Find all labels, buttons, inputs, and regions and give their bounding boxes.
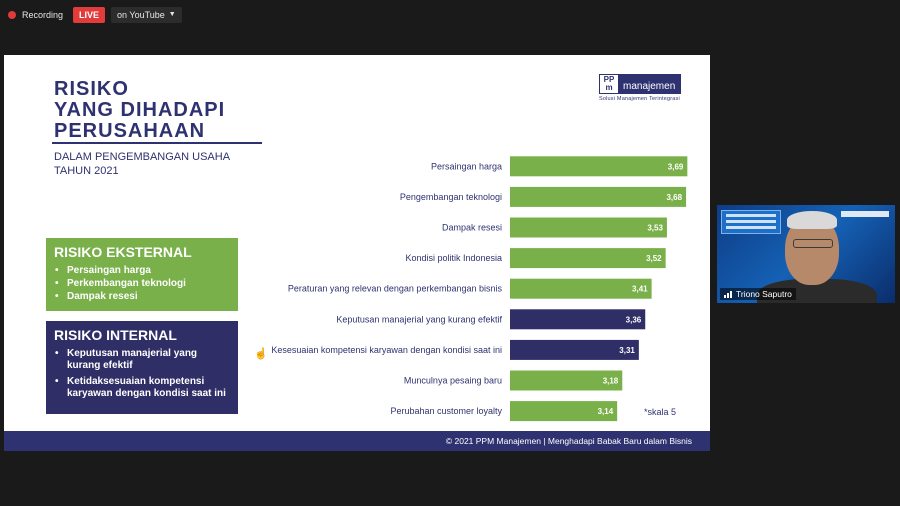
category-label: Dampak resesi (442, 223, 502, 233)
category-label: Keputusan manajerial yang kurang efektif (336, 314, 502, 324)
category-label: Kondisi politik Indonesia (405, 253, 502, 263)
webcam-tile[interactable]: Triono Saputro (717, 205, 895, 303)
external-risk-box: RISIKO EKSTERNAL Persaingan harga Perkem… (46, 238, 238, 311)
participant-glasses (793, 239, 833, 248)
value-label: 3,41 (632, 285, 648, 294)
value-label: 3,31 (619, 346, 635, 355)
category-label: Munculnya pesaing baru (404, 376, 502, 386)
live-badge[interactable]: LIVE (73, 6, 106, 23)
list-item: Ketidaksesuaian kompetensi karyawan deng… (54, 376, 230, 400)
list-item: Perkembangan teknologi (54, 278, 230, 290)
participant-name: Triono Saputro (736, 289, 792, 299)
category-label: Perubahan customer loyalty (390, 406, 502, 416)
list-item: Keputusan manajerial yang kurang efektif (54, 348, 230, 372)
title-line: PERUSAHAAN (54, 120, 206, 142)
scale-note: *skala 5 (644, 407, 677, 417)
bar (510, 401, 618, 422)
category-label: Persaingan harga (431, 161, 502, 171)
value-label: 3,52 (646, 254, 662, 263)
bar (510, 217, 667, 238)
recording-bar: Recording LIVE on YouTube ▼ (8, 5, 182, 24)
risk-bar-chart: Persaingan harga 3,69 Pengembangan teknolo… (271, 156, 688, 422)
logo-name: manajemen (619, 74, 681, 94)
value-label: 3,36 (626, 315, 642, 324)
subtitle-line: DALAM PENGEMBANGAN USAHA (54, 151, 231, 163)
title-divider (52, 142, 262, 144)
internal-risk-heading: RISIKO INTERNAL (54, 327, 177, 343)
caret-down-icon: ▼ (168, 11, 176, 18)
value-label: 3,53 (647, 224, 663, 233)
logo-mark: PP m (599, 74, 619, 94)
subtitle-line: TAHUN 2021 (54, 165, 119, 177)
value-label: 3,18 (603, 377, 619, 386)
slide-subtitle: DALAM PENGEMBANGAN USAHA TAHUN 2021 (54, 150, 230, 178)
bar (510, 156, 688, 177)
recording-label: Recording (22, 9, 64, 20)
value-label: 3,69 (668, 162, 684, 171)
bar (510, 339, 639, 360)
bar (510, 248, 666, 269)
ppm-logo: PP m manajemen Solusi Manajemen Terinteg… (599, 74, 681, 102)
bar (510, 370, 623, 391)
category-label: Pengembangan teknologi (400, 192, 502, 202)
title-line: YANG DIHADAPI (54, 99, 226, 121)
hand-cursor-icon: ☝ (254, 348, 268, 360)
slide-title: RISIKO YANG DIHADAPI PERUSAHAAN (54, 79, 264, 142)
shared-slide: RISIKO YANG DIHADAPI PERUSAHAAN DALAM PE… (4, 55, 710, 451)
list-item: Dampak resesi (54, 291, 230, 303)
value-label: 3,68 (666, 193, 682, 202)
external-risk-heading: RISIKO EKSTERNAL (54, 244, 192, 260)
slide-footer: © 2021 PPM Manajemen | Menghadapi Babak … (4, 431, 710, 451)
event-banner (721, 210, 781, 234)
participant-hair (787, 211, 837, 229)
signal-icon (724, 290, 732, 298)
sponsor-logos (841, 211, 889, 217)
bar (510, 186, 687, 207)
stream-target-dropdown[interactable]: on YouTube ▼ (111, 6, 182, 23)
bar (510, 309, 646, 330)
title-line: RISIKO (54, 78, 129, 100)
category-label: Kesesuaian kompetensi karyawan dengan ko… (271, 345, 502, 355)
bar (510, 278, 652, 299)
recording-dot-icon (8, 10, 16, 19)
participant-name-tag: Triono Saputro (720, 288, 796, 300)
stream-target-label: on YouTube (117, 9, 165, 20)
internal-risk-box: RISIKO INTERNAL Keputusan manajerial yan… (46, 321, 238, 414)
value-label: 3,14 (598, 407, 614, 416)
category-label: Peraturan yang relevan dengan perkembang… (288, 284, 503, 294)
logo-tagline: Solusi Manajemen Terintegrasi (599, 96, 680, 102)
list-item: Persaingan harga (54, 265, 230, 277)
